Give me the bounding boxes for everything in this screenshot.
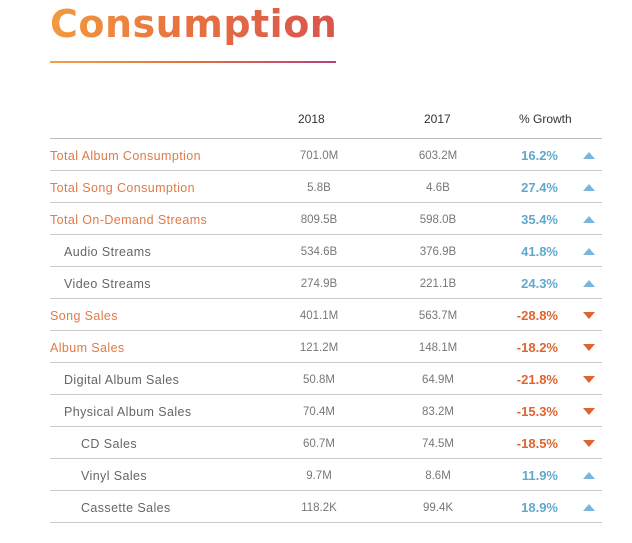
table-row: Song Sales 401.1M 563.7M -28.8% [50,299,602,331]
value-2017: 74.5M [422,438,454,450]
value-2018: 401.1M [299,310,339,322]
value-2017: 83.2M [422,406,454,418]
row-label: CD Sales [81,437,137,451]
value-2018: 60.7M [303,438,335,450]
arrow-down-icon [583,312,595,319]
table-row: Digital Album Sales 50.8M 64.9M -21.8% [50,363,602,395]
arrow-up-icon [583,504,595,511]
arrow-up-icon [583,184,595,191]
value-2017: 603.2M [418,150,458,162]
arrow-up-icon [583,216,595,223]
value-2018: 701.0M [299,150,339,162]
row-label: Vinyl Sales [81,469,148,483]
growth-value: 16.2% [521,148,558,163]
arrow-down-icon [583,376,595,383]
table-row: CD Sales 60.7M 74.5M -18.5% [50,427,602,459]
row-label: Video Streams [64,277,151,291]
growth-value: 35.4% [521,212,558,227]
growth-value: -15.3% [516,404,558,419]
arrow-up-icon [583,280,595,287]
value-2018: 809.5B [300,214,338,226]
column-header-growth: % Growth [519,112,572,126]
arrow-up-icon [583,472,595,479]
growth-value: 27.4% [521,180,558,195]
table-row: Audio Streams 534.6B 376.9B 41.8% [50,235,602,267]
growth-value: -18.2% [516,340,558,355]
row-label: Cassette Sales [81,501,171,515]
consumption-table: Total Album Consumption 701.0M 603.2M 16.2%… [50,139,602,523]
arrow-up-icon [583,152,595,159]
row-label: Total Album Consumption [50,149,201,163]
value-2017: 221.1B [419,278,457,290]
growth-value: 11.9% [521,468,558,483]
value-2017: 64.9M [422,374,454,386]
table-row: Video Streams 274.9B 221.1B 24.3% [50,267,602,299]
arrow-down-icon [583,440,595,447]
table-header: 2018 2017 % Growth [50,104,602,139]
value-2018: 5.8B [307,182,331,194]
row-label: Album Sales [50,341,125,355]
growth-value: 41.8% [521,244,558,259]
value-2018: 9.7M [306,470,332,482]
table-row: Total Song Consumption 5.8B 4.6B 27.4% [50,171,602,203]
table-row: Album Sales 121.2M 148.1M -18.2% [50,331,602,363]
growth-value: 24.3% [521,276,558,291]
value-2018: 121.2M [299,342,339,354]
value-2018: 118.2K [301,502,337,514]
row-label: Total Song Consumption [50,181,195,195]
table-row: Vinyl Sales 9.7M 8.6M 11.9% [50,459,602,491]
value-2017: 376.9B [419,246,457,258]
value-2017: 4.6B [426,182,450,194]
value-2017: 563.7M [418,310,458,322]
column-header-2018: 2018 [298,112,325,126]
value-2017: 8.6M [425,470,451,482]
column-header-2017: 2017 [424,112,451,126]
table-row: Total On-Demand Streams 809.5B 598.0B 35.4% [50,203,602,235]
value-2018: 534.6B [300,246,338,258]
value-2018: 70.4M [303,406,335,418]
row-label: Physical Album Sales [64,405,192,419]
row-label: Song Sales [50,309,118,323]
row-label: Total On-Demand Streams [50,213,208,227]
value-2017: 99.4K [422,502,454,514]
growth-value: -28.8% [516,308,558,323]
growth-value: 18.9% [521,500,558,515]
arrow-down-icon [583,344,595,351]
row-label: Digital Album Sales [64,373,180,387]
arrow-up-icon [583,248,595,255]
page-title: Consumption [50,2,338,46]
table-row: Physical Album Sales 70.4M 83.2M -15.3% [50,395,602,427]
growth-value: -21.8% [516,372,558,387]
arrow-down-icon [583,408,595,415]
value-2017: 148.1M [418,342,458,354]
row-label: Audio Streams [64,245,152,259]
value-2017: 598.0B [419,214,457,226]
value-2018: 50.8M [303,374,335,386]
title-underline [50,61,336,63]
value-2018: 274.9B [300,278,338,290]
table-row: Total Album Consumption 701.0M 603.2M 16.2% [50,139,602,171]
table-row: Cassette Sales 118.2K 99.4K 18.9% [50,491,602,523]
growth-value: -18.5% [516,436,558,451]
